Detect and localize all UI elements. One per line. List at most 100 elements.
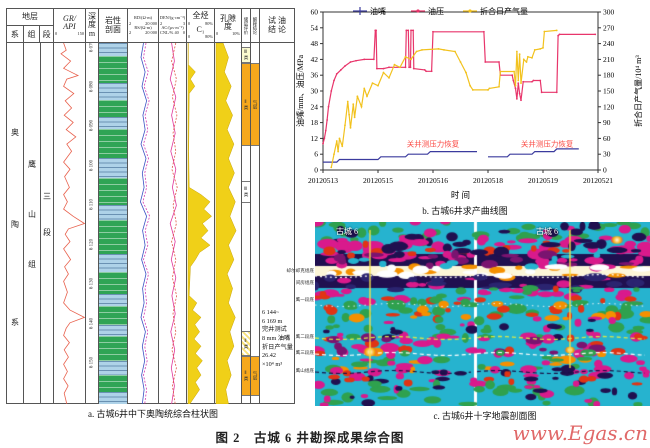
series-marker-1 bbox=[520, 99, 522, 102]
series-marker-2 bbox=[499, 70, 502, 73]
header-line-den-0: DEN/(g·cm⁻³) bbox=[159, 15, 186, 20]
body-zu: 鹰山组 bbox=[24, 43, 41, 404]
series-marker-1 bbox=[355, 59, 357, 62]
strat-label-zu-1: 山 bbox=[28, 210, 36, 219]
horizon-label-3: 鹰二段底 bbox=[295, 334, 314, 339]
header-line-test-1: 结 论 bbox=[268, 24, 286, 34]
series-marker-1 bbox=[339, 69, 342, 71]
series-marker-2 bbox=[333, 153, 335, 156]
body-depth: 6 070 6 080 6 090 6 100 6 110 6 120 6 130 6 140… bbox=[86, 43, 99, 404]
header-lith: 岩性 剖面 bbox=[99, 9, 128, 43]
header-line-depth-0: 深 bbox=[88, 11, 96, 21]
series-marker-2 bbox=[515, 50, 518, 53]
series-marker-2 bbox=[338, 137, 341, 140]
legend-choke-label: 油嘴 bbox=[370, 6, 386, 16]
lith-limestone-18 bbox=[99, 392, 127, 404]
series-marker-1 bbox=[423, 69, 426, 71]
lith-limestone-12 bbox=[99, 294, 127, 306]
test-annotation-line-3: 8 mm 油嘴 bbox=[262, 335, 291, 343]
lith-limestone-2 bbox=[99, 83, 127, 100]
depth-label-4: 6 110 bbox=[89, 198, 95, 211]
resistivity-curves bbox=[139, 43, 151, 404]
depth-label-1: 6 080 bbox=[89, 80, 95, 92]
y-right-tick-label: 210 bbox=[603, 55, 615, 64]
body-test: 6 144~ 6 169 m 完井测试 8 mm 油嘴 折日产气量 26.42 ×10⁴ m… bbox=[260, 43, 295, 404]
seismic-image bbox=[315, 222, 650, 406]
log-curve-filled bbox=[187, 43, 212, 404]
log-curve bbox=[60, 43, 85, 404]
body-interp: 气层 气层 bbox=[251, 43, 260, 404]
series-marker-2 bbox=[454, 50, 456, 53]
body-xi: 奥陶系 bbox=[7, 43, 24, 404]
series-marker-2 bbox=[513, 70, 516, 73]
y-right-tick-label: 60 bbox=[603, 134, 611, 143]
y-left-tick-label: 0 bbox=[314, 166, 318, 175]
series-marker-2 bbox=[410, 58, 412, 61]
reservoir-class-block-0: Ⅲ类 bbox=[242, 47, 250, 63]
strat-subheader-1: 组 bbox=[24, 26, 41, 42]
header-line-gr-1: API bbox=[63, 22, 76, 31]
header-scale-qt-1: 0 80% bbox=[188, 20, 213, 26]
series-marker-1 bbox=[558, 33, 561, 36]
lith-dolomite-5 bbox=[99, 129, 127, 158]
strat-label-xi-1: 陶 bbox=[11, 220, 19, 229]
series-marker-2 bbox=[382, 71, 385, 74]
series-marker-1 bbox=[333, 79, 335, 82]
series-marker-2 bbox=[517, 79, 520, 82]
header-qt: 全烃 0 80% C₁ 0 80% bbox=[187, 9, 215, 43]
series-marker-2 bbox=[533, 49, 536, 51]
series-marker-1 bbox=[539, 79, 542, 82]
y-right-axis-title: 折合日产气量/10⁴ m³ bbox=[633, 55, 643, 127]
series-marker-1 bbox=[531, 80, 533, 83]
depth-label-5: 6 120 bbox=[89, 238, 95, 250]
y-right-tick-label: 180 bbox=[603, 71, 615, 80]
series-marker-1 bbox=[327, 105, 330, 108]
strat-label-xi-0: 奥 bbox=[11, 128, 19, 137]
series-marker-2 bbox=[388, 76, 390, 79]
test-annotation-line-4: 折日产气量 bbox=[262, 343, 293, 351]
y-left-tick-label: 48 bbox=[311, 39, 319, 48]
porosity-curve bbox=[215, 43, 237, 404]
series-marker-2 bbox=[335, 140, 338, 142]
header-line-qt-2: C₁ bbox=[196, 24, 205, 34]
y-right-tick-label: 120 bbox=[603, 102, 615, 111]
lith-dolomite-17 bbox=[99, 375, 127, 392]
reservoir-class-block-label-4: Ⅱ类 bbox=[244, 371, 249, 381]
x-tick-label: 20120515 bbox=[363, 176, 393, 185]
interpretation-block-label-0: 气层 bbox=[253, 99, 258, 110]
series-marker-1 bbox=[512, 79, 515, 82]
log-curve bbox=[171, 43, 178, 404]
series-marker-2 bbox=[443, 49, 445, 51]
y-left-tick-label: 30 bbox=[311, 87, 319, 96]
x-axis-title: 时 间 bbox=[451, 190, 470, 200]
y-right-tick-label: 0 bbox=[603, 166, 607, 175]
strat-header-group: 地层系组段 bbox=[7, 9, 54, 43]
horizon-label-4: 鹰三段底 bbox=[295, 350, 314, 355]
series-marker-2 bbox=[353, 116, 356, 119]
series-marker-2 bbox=[349, 126, 352, 129]
series-marker-2 bbox=[337, 150, 340, 153]
series-marker-1 bbox=[430, 70, 433, 73]
series-marker-1 bbox=[594, 33, 597, 36]
lith-dolomite-7 bbox=[99, 178, 127, 205]
strat-label-duan-0: 三 bbox=[43, 192, 51, 201]
header-scale-gr-2: 0 150 bbox=[55, 31, 84, 37]
test-annotation-line-5: 26.42 bbox=[262, 352, 276, 360]
series-marker-1 bbox=[372, 58, 375, 61]
header-res: RD/(Ω·m) 2 20 000 RS/(Ω·m) 2 20 000 bbox=[128, 9, 159, 43]
series-marker-2 bbox=[465, 71, 467, 74]
strat-label-xi-2: 系 bbox=[11, 318, 19, 327]
header-line-por-1: 度 bbox=[224, 22, 232, 31]
series-marker-2 bbox=[471, 89, 474, 91]
test-annotation-line-1: 6 169 m bbox=[262, 317, 283, 325]
header-line-res-0: RD/(Ω·m) bbox=[134, 15, 152, 20]
reservoir-class-block-1: Ⅱ类 bbox=[242, 63, 250, 146]
series-marker-1 bbox=[518, 92, 521, 95]
y-right-tick-label: 240 bbox=[603, 39, 615, 48]
body-resclass: Ⅲ类 Ⅱ类 Ⅲ类 Ⅱ类 Ⅱ类 bbox=[242, 43, 251, 404]
test-annotation-line-0: 6 144~ bbox=[262, 309, 280, 316]
series-marker-1 bbox=[532, 79, 535, 82]
x-tick-label: 20120516 bbox=[418, 176, 448, 185]
reservoir-class-block-4: Ⅱ类 bbox=[242, 356, 250, 396]
